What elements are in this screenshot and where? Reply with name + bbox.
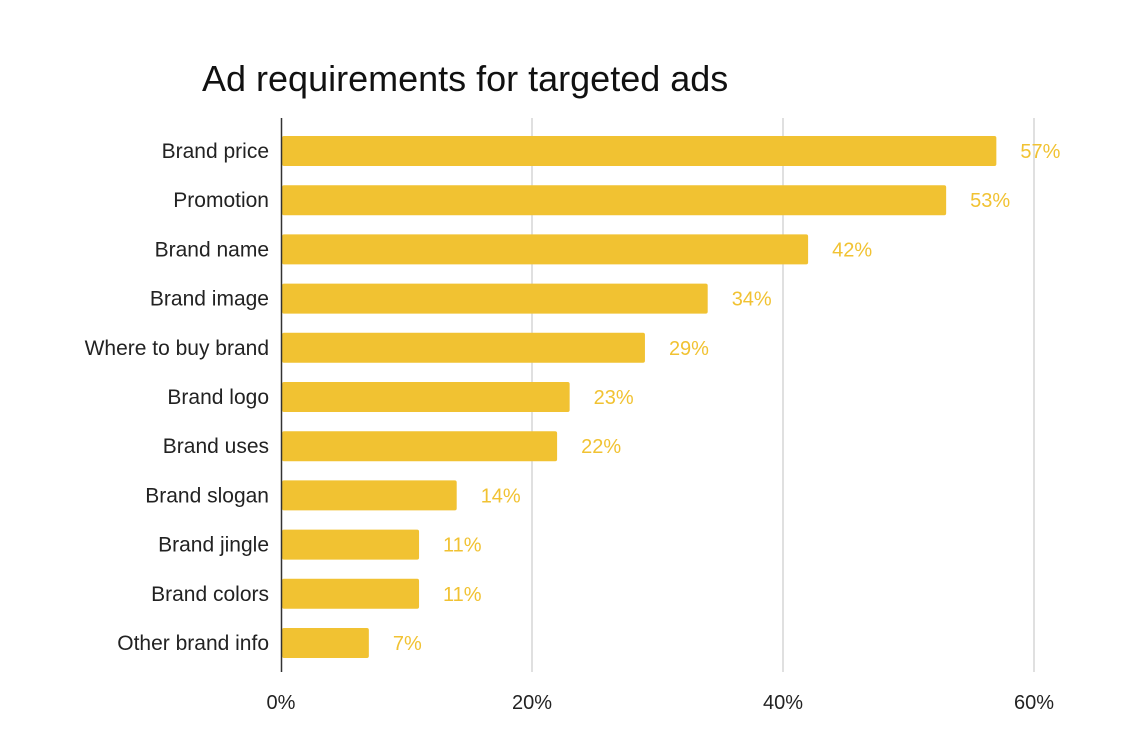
x-tick-labels: 0% 20% 40% 60% bbox=[267, 692, 1055, 714]
data-label: 11% bbox=[443, 584, 482, 606]
bar bbox=[282, 332, 645, 363]
category-label: Brand colors bbox=[151, 583, 269, 606]
bar bbox=[282, 283, 708, 314]
x-tick-label: 60% bbox=[1014, 692, 1054, 714]
data-label: 23% bbox=[594, 387, 634, 409]
bar bbox=[282, 628, 369, 658]
category-label: Promotion bbox=[173, 189, 269, 212]
bar bbox=[282, 578, 420, 609]
x-tick-label: 0% bbox=[267, 692, 296, 714]
bar bbox=[282, 431, 558, 462]
category-label: Brand uses bbox=[163, 435, 269, 458]
category-label: Brand name bbox=[155, 238, 269, 261]
category-label: Brand image bbox=[150, 288, 269, 311]
data-label: 29% bbox=[669, 338, 709, 360]
bar bbox=[282, 480, 457, 511]
data-label: 14% bbox=[481, 485, 521, 507]
category-label: Brand logo bbox=[167, 386, 269, 409]
category-label: Where to buy brand bbox=[85, 337, 269, 360]
data-label: 42% bbox=[832, 239, 872, 261]
category-label: Brand jingle bbox=[158, 534, 269, 557]
data-labels: 57% 53% 42% 34% 29% 23% 22% 14% 11% 11% 7% bbox=[393, 141, 1061, 655]
x-tick-label: 40% bbox=[763, 692, 803, 714]
category-label: Brand slogan bbox=[145, 484, 269, 507]
bar bbox=[282, 234, 809, 265]
category-label: Other brand info bbox=[117, 632, 269, 655]
data-label: 22% bbox=[581, 436, 621, 458]
bars bbox=[282, 136, 997, 658]
category-labels: Brand price Promotion Brand name Brand imag… bbox=[85, 140, 269, 655]
bar bbox=[282, 529, 420, 560]
data-label: 57% bbox=[1020, 141, 1060, 163]
chart-title: Ad requirements for targeted ads bbox=[202, 58, 728, 99]
category-label: Brand price bbox=[162, 140, 269, 163]
data-label: 11% bbox=[443, 535, 482, 557]
data-label: 7% bbox=[393, 633, 422, 655]
bar bbox=[282, 136, 997, 166]
x-tick-label: 20% bbox=[512, 692, 552, 714]
data-label: 34% bbox=[732, 289, 772, 311]
bar bbox=[282, 185, 947, 216]
bar bbox=[282, 382, 570, 412]
data-label: 53% bbox=[970, 190, 1010, 212]
